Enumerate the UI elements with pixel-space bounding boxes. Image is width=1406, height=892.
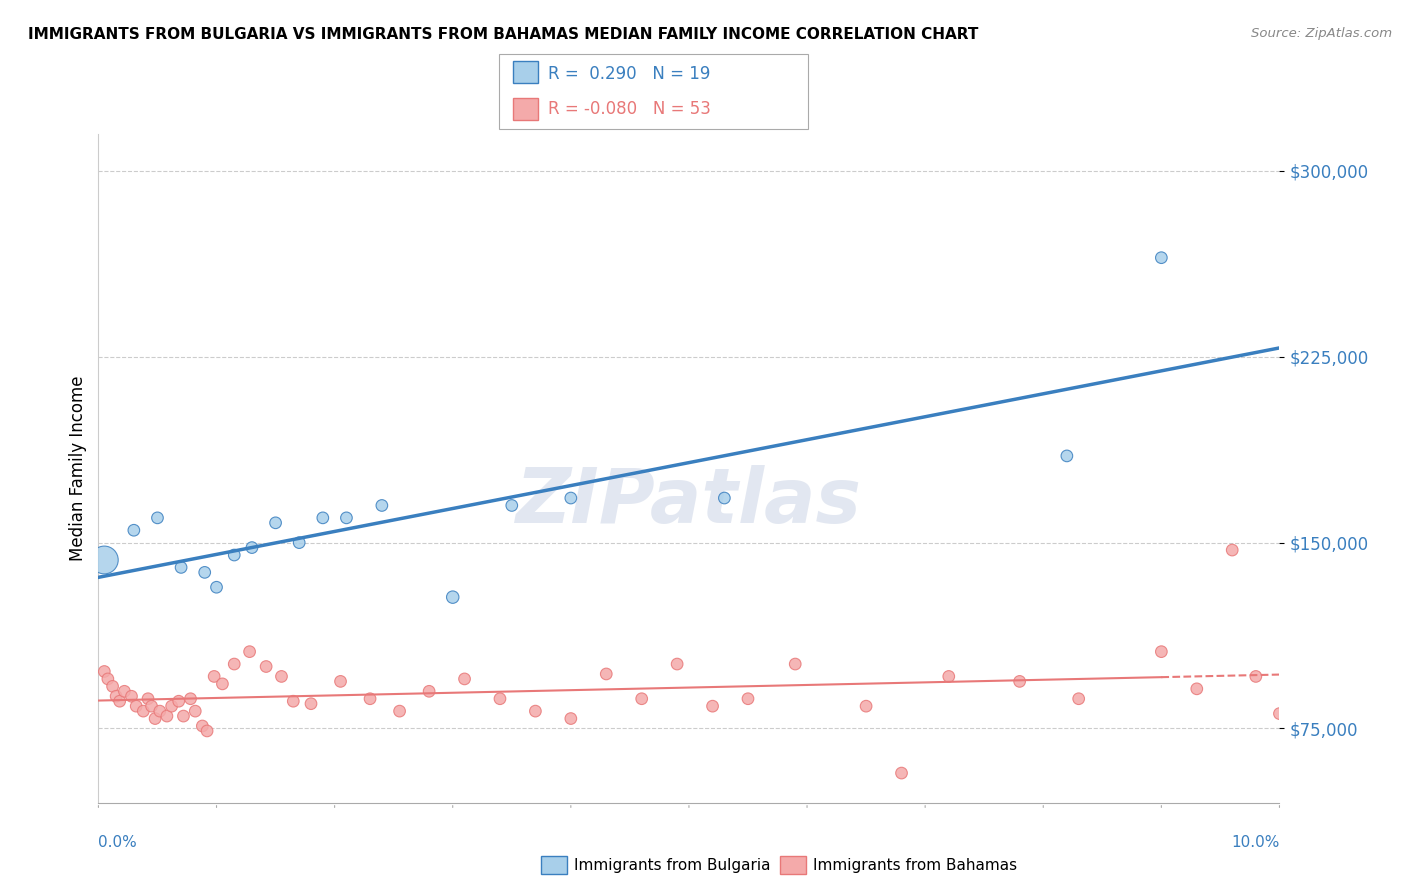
Text: 10.0%: 10.0% (1232, 836, 1279, 850)
Text: 0.0%: 0.0% (98, 836, 138, 850)
Point (205, 580, 228, 594)
Point (1185, 681, 1208, 696)
Point (938, 669, 960, 683)
Point (441, 590, 464, 604)
Point (122, 523, 145, 537)
Y-axis label: Median Family Income: Median Family Income (69, 376, 87, 561)
Point (371, 499, 394, 513)
Point (239, 645, 262, 659)
Point (264, 516, 287, 530)
Point (329, 674, 352, 689)
Point (191, 719, 214, 733)
Text: R =  0.290   N = 19: R = 0.290 N = 19 (548, 65, 710, 84)
Point (666, 657, 689, 671)
Text: R = -0.080   N = 53: R = -0.080 N = 53 (548, 100, 711, 119)
Point (172, 709, 194, 723)
Point (270, 669, 292, 683)
Point (132, 704, 155, 718)
Point (1008, 674, 1031, 689)
Point (785, 657, 807, 671)
Point (1067, 691, 1090, 706)
Point (299, 697, 322, 711)
Point (156, 709, 179, 723)
Point (560, 491, 582, 505)
Point (211, 677, 233, 691)
Point (202, 669, 225, 683)
Point (453, 672, 475, 686)
Text: Source: ZipAtlas.com: Source: ZipAtlas.com (1251, 27, 1392, 40)
Point (146, 511, 169, 525)
Point (283, 694, 305, 708)
Point (288, 535, 311, 549)
Point (180, 691, 202, 706)
Text: IMMIGRANTS FROM BULGARIA VS IMMIGRANTS FROM BAHAMAS MEDIAN FAMILY INCOME CORRELA: IMMIGRANTS FROM BULGARIA VS IMMIGRANTS F… (28, 27, 979, 42)
Point (93, 553, 115, 567)
Point (560, 712, 582, 726)
Point (335, 511, 357, 525)
Point (170, 560, 193, 574)
Point (224, 548, 246, 562)
Point (101, 679, 124, 693)
Point (184, 704, 207, 718)
Point (1150, 251, 1173, 265)
Point (125, 699, 148, 714)
Point (240, 541, 263, 555)
Point (195, 723, 218, 738)
Point (1244, 669, 1267, 683)
Point (1220, 543, 1243, 558)
Point (312, 511, 335, 525)
Point (713, 491, 735, 505)
Point (501, 499, 523, 513)
Point (141, 699, 163, 714)
Point (359, 691, 381, 706)
Point (702, 699, 724, 714)
Point (167, 694, 190, 708)
Text: Immigrants from Bulgaria: Immigrants from Bulgaria (574, 858, 770, 872)
Point (112, 684, 135, 698)
Text: Immigrants from Bahamas: Immigrants from Bahamas (813, 858, 1017, 872)
Point (254, 659, 277, 673)
Point (524, 704, 547, 718)
Point (418, 684, 440, 698)
Point (121, 690, 143, 704)
Point (630, 691, 652, 706)
Point (93, 665, 115, 679)
Point (224, 657, 246, 671)
Point (890, 766, 912, 780)
Point (595, 667, 617, 681)
Point (160, 699, 183, 714)
Point (105, 690, 128, 704)
Point (143, 712, 166, 726)
Point (108, 694, 131, 708)
Point (97, 672, 120, 686)
Point (489, 691, 512, 706)
Point (737, 691, 759, 706)
Point (1150, 645, 1173, 659)
Point (388, 704, 411, 718)
Text: ZIPatlas: ZIPatlas (516, 465, 862, 539)
Point (855, 699, 877, 714)
Point (136, 691, 159, 706)
Point (194, 566, 217, 580)
Point (1268, 706, 1291, 721)
Point (1056, 449, 1078, 463)
Point (149, 704, 172, 718)
